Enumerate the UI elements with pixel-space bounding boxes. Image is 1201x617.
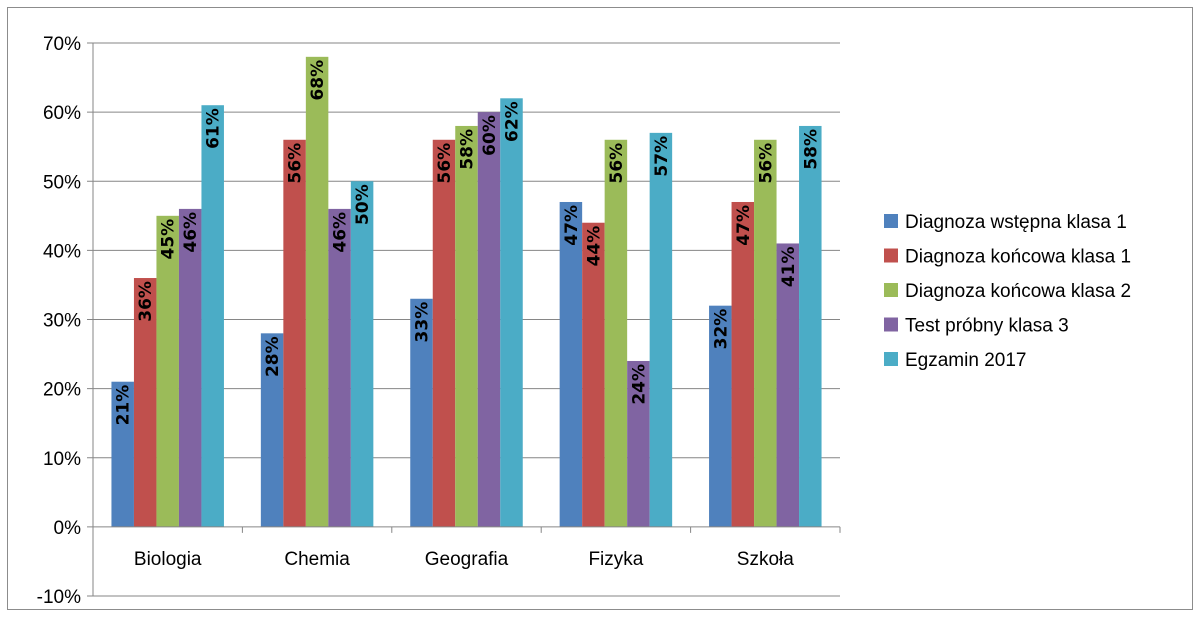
legend-swatch [884,248,898,263]
legend-swatch [884,214,898,228]
data-label: 36% [136,281,156,322]
y-tick-label: 30% [43,311,81,332]
bar [477,112,501,527]
data-label: 47% [734,205,754,246]
data-label: 33% [413,302,433,343]
legend-swatch [884,352,898,366]
bar [410,298,433,527]
bar [776,243,800,527]
x-tick-label: Biologia [134,549,202,570]
data-label: 60% [480,115,500,156]
bar [627,360,650,527]
legend-swatch [884,283,898,297]
data-label: 46% [181,212,201,253]
bar [799,125,822,527]
data-label: 45% [159,219,179,260]
bar [500,98,523,527]
data-label: 56% [286,143,306,184]
legend-label: Test próbny klasa 3 [905,316,1069,337]
x-tick-label: Szkoła [737,549,794,570]
bar [559,201,583,527]
data-label: 47% [562,205,582,246]
legend-label: Diagnoza wstępna klasa 1 [905,212,1127,233]
x-tick-label: Geografia [425,549,509,570]
bar [305,56,329,527]
data-label: 62% [503,101,523,142]
data-label: 46% [331,212,351,253]
y-tick-label: 40% [43,241,81,262]
legend-swatch [884,317,898,332]
data-label: 61% [204,108,224,149]
data-label: 56% [607,143,627,184]
data-label: 56% [756,143,776,184]
bar [455,125,478,527]
bar [604,139,628,527]
bar [156,215,179,527]
bar [328,208,351,527]
y-tick-label: 10% [43,449,81,470]
data-label: 50% [353,184,373,225]
x-tick-label: Chemia [284,549,350,570]
bar [649,132,673,527]
y-tick-label: -10% [37,587,81,608]
data-label: 56% [435,143,455,184]
data-label: 58% [801,129,821,170]
data-label: 24% [629,364,649,405]
bar [178,208,202,527]
legend-label: Diagnoza końcowa klasa 1 [905,247,1131,268]
data-label: 21% [114,385,134,426]
data-label: 32% [711,309,731,350]
bar [260,333,284,527]
bar [731,201,755,527]
bar [350,181,374,527]
y-tick-label: 0% [54,518,82,539]
legend-label: Egzamin 2017 [905,350,1026,371]
bar [582,222,605,527]
bar [709,305,732,527]
data-label: 28% [263,336,283,377]
legend-label: Diagnoza końcowa klasa 2 [905,281,1131,302]
x-tick-label: Fizyka [588,549,643,570]
bar [754,139,777,527]
y-tick-label: 60% [43,103,81,124]
bar [133,278,157,527]
y-tick-label: 20% [43,380,81,401]
bar [283,139,306,527]
y-tick-label: 70% [43,34,81,55]
data-label: 68% [308,60,328,101]
bar [201,105,224,527]
data-label: 57% [652,136,672,177]
y-tick-label: 50% [43,172,81,193]
data-label: 41% [779,246,799,287]
bar [432,139,456,527]
bar [111,381,134,527]
data-label: 44% [584,226,604,267]
data-label: 58% [458,129,478,170]
